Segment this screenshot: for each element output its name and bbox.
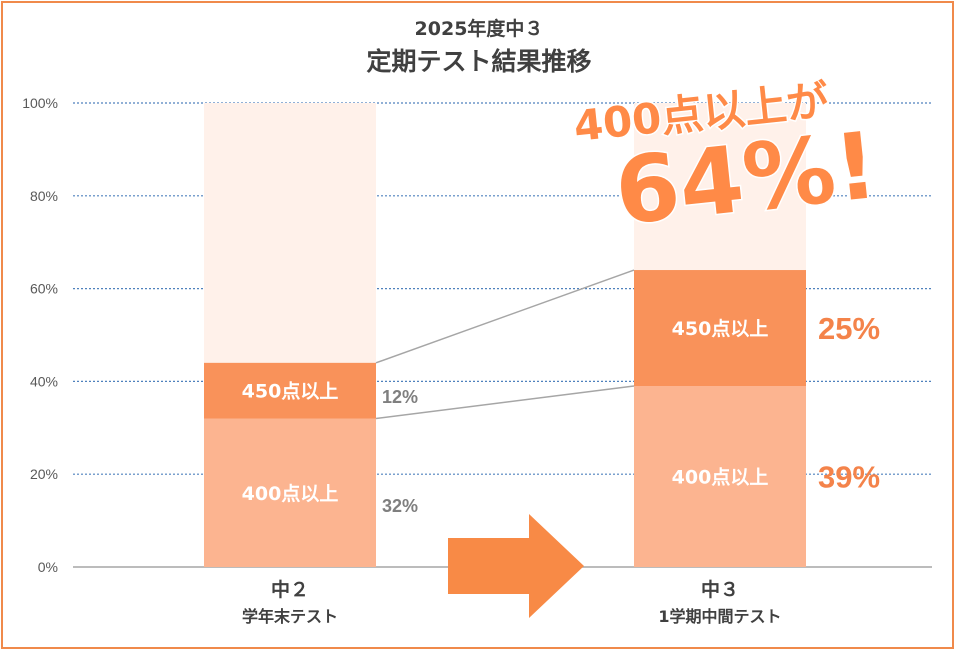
segment-label: 450点以上	[242, 381, 339, 403]
segment-label: 400点以上	[242, 483, 339, 505]
chart-title-year: 2025年度中３	[414, 18, 544, 40]
chart-labels: 0% 20% 40% 60% 80% 100% 400点以上 32% 450点以上 12% 中２ 学年…	[22, 95, 880, 626]
callout: 400点以上が 64%!	[570, 74, 884, 247]
category-label: 中３	[701, 578, 739, 601]
category-label: 中２	[271, 578, 309, 601]
y-tick-label: 60%	[30, 281, 58, 297]
percent-label: 12%	[382, 387, 418, 407]
segment-label: 450点以上	[672, 318, 769, 340]
connector-line	[375, 385, 635, 420]
segment-label: 400点以上	[672, 467, 769, 489]
y-tick-label: 0%	[38, 559, 58, 575]
bar-segment	[204, 418, 376, 567]
y-tick-label: 80%	[30, 188, 58, 204]
category-sublabel: 学年末テスト	[242, 607, 338, 626]
bar-segment	[204, 362, 376, 419]
right-arrow-icon	[448, 514, 584, 618]
y-tick-label: 20%	[30, 466, 58, 482]
chart-title: 定期テスト結果推移	[366, 47, 592, 76]
y-tick-label: 100%	[22, 95, 58, 111]
connector-line	[375, 269, 635, 364]
percent-label: 32%	[382, 496, 418, 516]
percent-label: 25%	[818, 311, 880, 346]
bar-segment	[634, 270, 806, 387]
bar-segment	[634, 386, 806, 567]
category-sublabel: 1学期中間テスト	[658, 607, 781, 626]
y-tick-label: 40%	[30, 373, 58, 389]
percent-label: 39%	[818, 460, 880, 495]
bars	[204, 103, 806, 567]
connector-lines	[375, 269, 635, 420]
